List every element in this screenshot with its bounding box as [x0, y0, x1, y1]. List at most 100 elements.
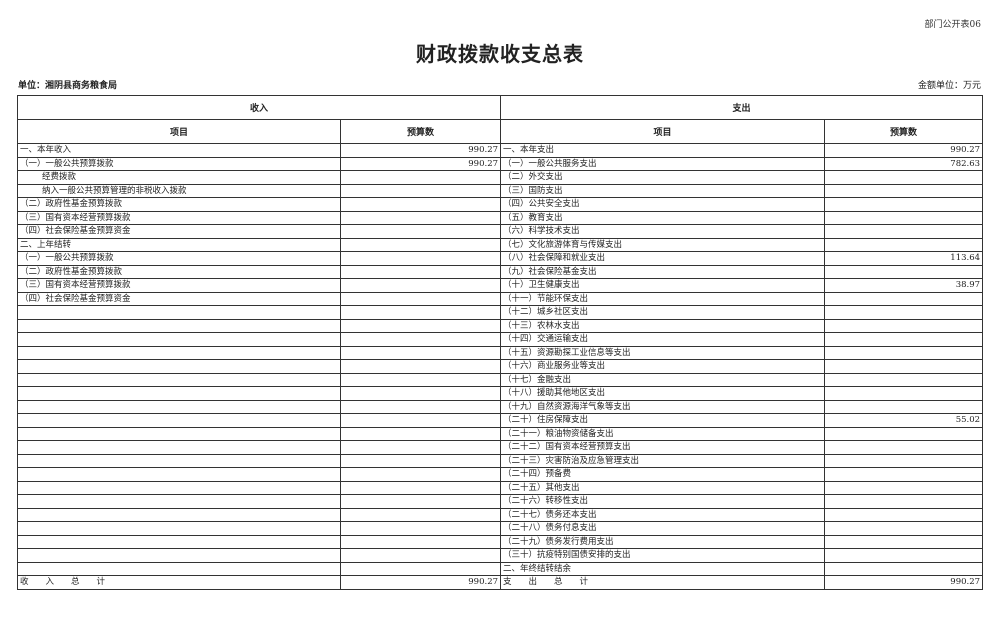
income-item	[17, 332, 341, 347]
income-value	[339, 170, 502, 185]
table-row: 二、上年结转 （七）文化旅游体育与传媒支出	[17, 237, 984, 252]
income-item	[17, 372, 341, 387]
expense-item: （十一）节能环保支出	[500, 291, 826, 306]
table-row: （二）政府性基金预算拨款 （九）社会保险基金支出	[17, 264, 984, 279]
income-item	[17, 318, 341, 333]
table-row: （三）国有资本经营预算拨款 （十）卫生健康支出 38.97	[17, 278, 984, 293]
expense-item: （二十九）债务发行费用支出	[500, 534, 826, 549]
income-value	[339, 197, 502, 212]
table-row: （三十）抗疫特别国债安排的支出	[17, 548, 984, 563]
table-row: （十五）资源勘探工业信息等支出	[17, 345, 984, 360]
page-title: 财政拨款收支总表	[416, 42, 584, 66]
income-value	[339, 291, 502, 306]
table-row: （二十八）债务付息支出	[17, 521, 984, 536]
expense-item: （一）一般公共服务支出	[500, 156, 826, 171]
income-value	[339, 224, 502, 239]
income-value	[339, 305, 502, 320]
form-number: 部门公开表06	[924, 20, 981, 30]
expense-value	[824, 534, 984, 549]
income-item: 一、本年收入	[17, 143, 341, 158]
income-item	[17, 521, 341, 536]
income-item	[17, 305, 341, 320]
expense-header: 支出	[500, 95, 984, 120]
income-item: （四）社会保险基金预算资金	[17, 291, 341, 306]
expense-item: （二十二）国有资本经营预算支出	[500, 440, 826, 455]
income-total-label: 收 入 总 计	[17, 575, 341, 590]
income-value	[339, 507, 502, 522]
expense-value	[824, 197, 984, 212]
income-item	[17, 399, 341, 414]
expense-item: （十六）商业服务业等支出	[500, 359, 826, 374]
expense-value	[824, 561, 984, 576]
income-value	[339, 372, 502, 387]
income-value	[339, 345, 502, 360]
expense-value: 55.02	[824, 413, 984, 428]
expense-value	[824, 521, 984, 536]
table-row: （四）社会保险基金预算资金 （六）科学技术支出	[17, 224, 984, 239]
income-value	[339, 494, 502, 509]
expense-item: （二十四）预备费	[500, 467, 826, 482]
expense-value	[824, 386, 984, 401]
income-value	[339, 318, 502, 333]
table-row: （二十七）债务还本支出	[17, 507, 984, 522]
expense-value	[824, 467, 984, 482]
expense-value	[824, 291, 984, 306]
income-value	[339, 399, 502, 414]
table-row: （四）社会保险基金预算资金 （十一）节能环保支出	[17, 291, 984, 306]
table-row: （三）国有资本经营预算拨款 （五）教育支出	[17, 210, 984, 225]
expense-value	[824, 345, 984, 360]
expense-value: 782.63	[824, 156, 984, 171]
table-row: （二十三）灾害防治及应急管理支出	[17, 453, 984, 468]
expense-item: （五）教育支出	[500, 210, 826, 225]
expense-item: （二十一）粮油物资储备支出	[500, 426, 826, 441]
income-value	[339, 534, 502, 549]
expense-total-value: 990.27	[824, 575, 984, 590]
income-value	[339, 467, 502, 482]
expense-item: （十二）城乡社区支出	[500, 305, 826, 320]
expense-item: （八）社会保障和就业支出	[500, 251, 826, 266]
income-item	[17, 386, 341, 401]
table-row: （一）一般公共预算拨款 （八）社会保障和就业支出 113.64	[17, 251, 984, 266]
income-item: （二）政府性基金预算拨款	[17, 264, 341, 279]
expense-value	[824, 548, 984, 563]
income-item	[17, 426, 341, 441]
income-item	[17, 440, 341, 455]
expense-value	[824, 305, 984, 320]
total-row: 收 入 总 计 990.27 支 出 总 计 990.27	[17, 575, 984, 590]
income-value	[339, 278, 502, 293]
income-value	[339, 426, 502, 441]
income-value	[339, 413, 502, 428]
income-value	[339, 251, 502, 266]
income-item	[17, 548, 341, 563]
expense-item: （十七）金融支出	[500, 372, 826, 387]
expense-item: （十五）资源勘探工业信息等支出	[500, 345, 826, 360]
expense-item: （十三）农林水支出	[500, 318, 826, 333]
table-row: （十九）自然资源海洋气象等支出	[17, 399, 984, 414]
expense-value: 113.64	[824, 251, 984, 266]
table-row: （十四）交通运输支出	[17, 332, 984, 347]
table-row: 一、本年收入 990.27 一、本年支出 990.27	[17, 143, 984, 158]
income-item	[17, 534, 341, 549]
expense-item: 二、年终结转结余	[500, 561, 826, 576]
expense-total-label: 支 出 总 计	[500, 575, 826, 590]
income-item: （三）国有资本经营预算拨款	[17, 278, 341, 293]
table-row: 二、年终结转结余	[17, 561, 984, 576]
income-value	[339, 521, 502, 536]
income-item: 经费拨款	[17, 170, 341, 185]
expense-value	[824, 237, 984, 252]
expense-item: （十）卫生健康支出	[500, 278, 826, 293]
expense-item: （二十八）债务付息支出	[500, 521, 826, 536]
income-item	[17, 467, 341, 482]
table-row: （二十）住房保障支出 55.02	[17, 413, 984, 428]
table-row: （十三）农林水支出	[17, 318, 984, 333]
income-item-header: 项目	[17, 119, 341, 144]
table-row: （一）一般公共预算拨款 990.27 （一）一般公共服务支出 782.63	[17, 156, 984, 171]
table-row: （二）政府性基金预算拨款 （四）公共安全支出	[17, 197, 984, 212]
expense-value: 990.27	[824, 143, 984, 158]
expense-item: （二十五）其他支出	[500, 480, 826, 495]
table-row: （二十二）国有资本经营预算支出	[17, 440, 984, 455]
table-row: 经费拨款 （二）外交支出	[17, 170, 984, 185]
expense-item: （二十三）灾害防治及应急管理支出	[500, 453, 826, 468]
expense-value	[824, 318, 984, 333]
table-row: （十二）城乡社区支出	[17, 305, 984, 320]
